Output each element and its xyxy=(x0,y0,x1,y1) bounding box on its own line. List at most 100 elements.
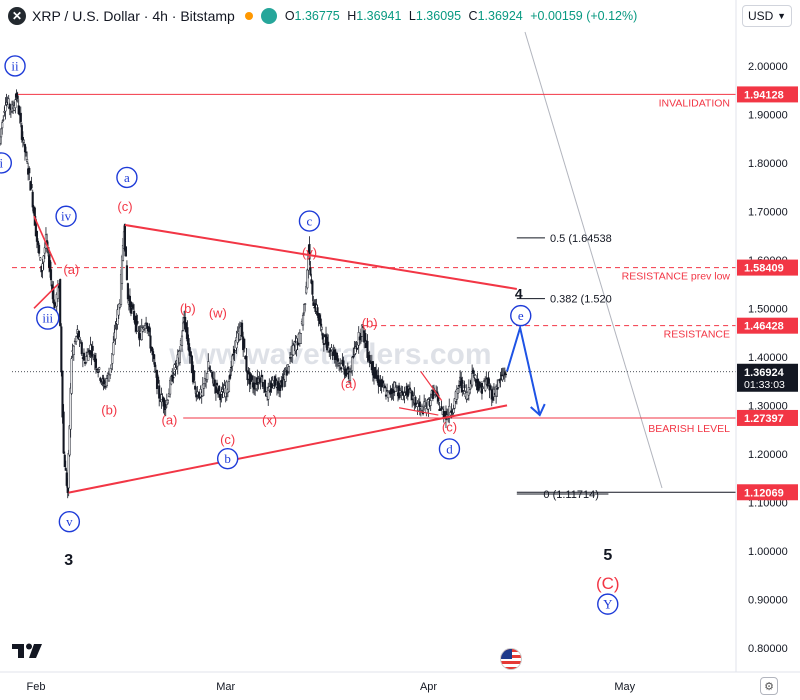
us-flag-icon[interactable] xyxy=(500,648,522,670)
price-layer xyxy=(0,89,736,499)
candle-body xyxy=(14,99,17,109)
gear-icon[interactable]: ⚙ xyxy=(760,677,778,695)
candle-body xyxy=(402,398,405,401)
candle-body xyxy=(236,332,239,343)
candle-body xyxy=(164,407,167,409)
candle-body xyxy=(329,349,332,352)
price-tag-countdown: 01:33:03 xyxy=(744,379,785,391)
y-tick-label: 1.00000 xyxy=(748,546,788,558)
ohlc-low: 1.36095 xyxy=(415,9,462,23)
candle-body xyxy=(299,333,302,344)
candle-body xyxy=(69,387,72,430)
candle-body xyxy=(67,452,70,489)
candle-body xyxy=(306,269,309,289)
symbol-title[interactable]: XRP / U.S. Dollar · 4h · Bitstamp xyxy=(32,8,235,24)
minor-wedge-upper xyxy=(420,371,443,401)
candle-body xyxy=(414,396,417,406)
candle-body xyxy=(68,425,71,456)
candle-body xyxy=(43,247,46,254)
ohlc-open: 1.36775 xyxy=(294,9,340,23)
candle-body xyxy=(501,375,504,381)
candle-body xyxy=(340,367,343,370)
candle-body xyxy=(105,378,108,387)
candle-body xyxy=(112,342,115,356)
x-tick-label: Apr xyxy=(420,681,437,693)
candle-body xyxy=(110,364,113,369)
candle-body xyxy=(17,105,20,114)
candle-body xyxy=(94,358,98,368)
ohlc-legend: O1.36775 H1.36941 L1.36095 C1.36924 +0.0… xyxy=(284,9,638,23)
candle-body xyxy=(339,362,342,365)
candle-body xyxy=(143,325,147,330)
candle-body xyxy=(381,380,384,384)
candle-body xyxy=(284,369,287,382)
candle-body xyxy=(304,303,307,305)
candle-body xyxy=(98,367,101,370)
candle-body xyxy=(103,386,106,388)
candle-body xyxy=(174,367,177,370)
wave-label: ii xyxy=(11,58,19,73)
projection-arrow xyxy=(506,323,546,417)
candle-body xyxy=(322,343,325,346)
candle-body xyxy=(133,310,136,320)
wave-label: (c) xyxy=(117,199,132,214)
candle-body xyxy=(211,371,214,379)
candle-body xyxy=(345,373,348,375)
candle-body xyxy=(35,230,38,242)
candle-body xyxy=(497,379,500,388)
currency-selector[interactable]: USD ▼ xyxy=(742,5,792,27)
candle-body xyxy=(504,373,507,376)
candle-body xyxy=(271,380,274,384)
wave-label: (b) xyxy=(101,403,117,418)
candle-body xyxy=(452,408,455,414)
candle-body xyxy=(463,384,466,389)
minor-wedge-lower xyxy=(398,407,439,416)
candle-body xyxy=(261,381,264,387)
candle-body xyxy=(148,326,151,333)
candle-body xyxy=(39,257,42,261)
candle-body xyxy=(158,385,161,399)
candle-body xyxy=(166,399,169,404)
candle-body xyxy=(42,255,45,263)
wave-label: (b) xyxy=(362,315,378,330)
wave-circle xyxy=(597,593,619,615)
chevron-down-icon: ▼ xyxy=(777,11,786,21)
wave-label: d xyxy=(446,441,453,456)
watermark-text: www.wavetraders.com xyxy=(168,338,491,371)
candle-body xyxy=(481,387,485,389)
candle-body xyxy=(401,390,404,396)
candle-body xyxy=(153,362,156,367)
candle-body xyxy=(95,368,99,371)
candle-body xyxy=(484,381,487,391)
candle-body xyxy=(63,454,66,468)
candle-body xyxy=(178,350,181,363)
xrp-logo-icon: ✕ xyxy=(8,7,26,25)
y-tick-label: 1.40000 xyxy=(748,352,788,364)
grid xyxy=(524,31,663,489)
candle-body xyxy=(123,223,127,251)
tradingview-logo-icon[interactable] xyxy=(12,640,46,660)
wave-label: a xyxy=(124,170,130,185)
candle-body xyxy=(319,318,322,326)
candle-body xyxy=(22,139,25,143)
price-tag-bg xyxy=(737,259,798,276)
price-tag-bg xyxy=(737,484,798,501)
x-tick-label: Feb xyxy=(26,681,45,693)
candle-body xyxy=(220,391,223,395)
candle-body xyxy=(408,387,412,390)
watermark-layer: www.wavetraders.com xyxy=(168,338,491,371)
candle-body xyxy=(206,372,209,380)
candle-body xyxy=(202,383,205,389)
y-tick-label: 1.10000 xyxy=(748,497,788,509)
candle-body xyxy=(222,392,225,398)
candle-body xyxy=(62,411,65,454)
wave-circle xyxy=(510,304,532,327)
candle-body xyxy=(30,184,33,189)
wave-label: iv xyxy=(61,209,72,224)
candle-body xyxy=(80,342,83,355)
y-tick-label: 1.50000 xyxy=(748,303,788,315)
candle-body xyxy=(245,355,248,372)
